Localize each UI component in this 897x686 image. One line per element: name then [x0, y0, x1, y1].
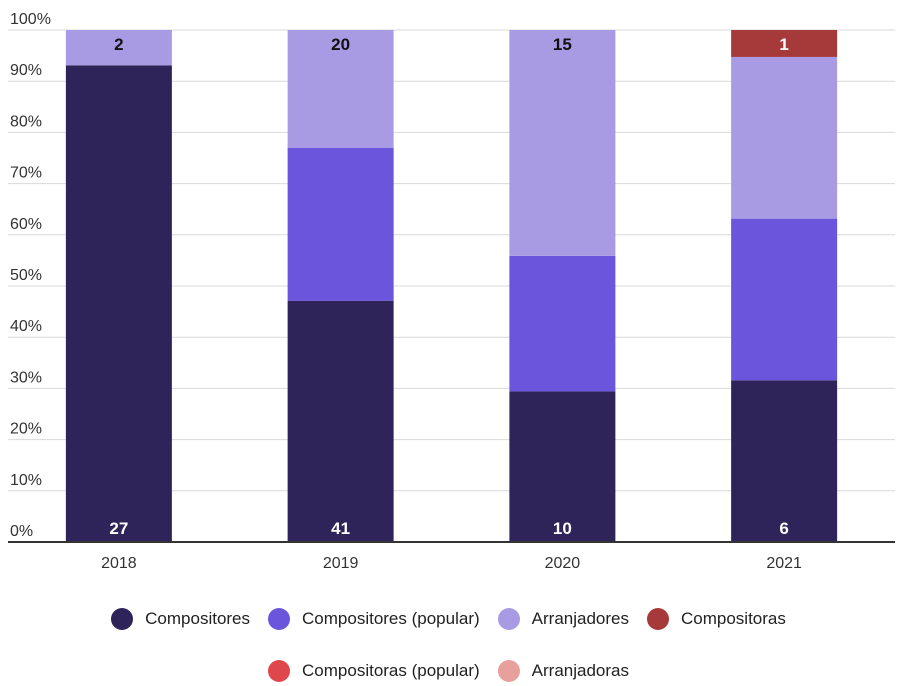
legend-row-2: Compositoras (popular) Arranjadoras — [0, 660, 897, 682]
legend-item-compositores: Compositores — [111, 608, 250, 630]
y-tick-label: 10% — [10, 472, 42, 489]
bar-segment — [509, 391, 616, 542]
data-label: 2 — [114, 35, 123, 54]
bar-segment — [65, 30, 172, 66]
legend-item-arranjadores: Arranjadores — [497, 608, 629, 630]
legend-item-compositoras-popular: Compositoras (popular) — [268, 660, 480, 682]
bar-segment — [731, 30, 838, 57]
data-label: 27 — [109, 519, 128, 538]
legend-swatch — [646, 608, 669, 630]
y-tick-label: 60% — [10, 216, 42, 233]
x-tick-label: 2018 — [101, 555, 137, 572]
legend-label: Compositores (popular) — [302, 609, 480, 628]
legend-swatch — [497, 660, 520, 682]
legend-swatch — [111, 608, 134, 630]
legend-item-arranjadoras: Arranjadoras — [497, 660, 629, 682]
data-label: 1 — [779, 35, 788, 54]
y-tick-label: 30% — [10, 369, 42, 386]
bar-segment — [509, 30, 616, 256]
data-label: 20 — [331, 35, 350, 54]
x-tick-label: 2021 — [766, 555, 802, 572]
data-label: 6 — [779, 519, 788, 538]
y-tick-label: 40% — [10, 318, 42, 335]
y-tick-label: 70% — [10, 165, 42, 182]
bar-segment — [287, 300, 394, 542]
bar-segment — [65, 65, 172, 542]
legend-row-1: Compositores Compositores (popular) Arra… — [0, 608, 897, 630]
legend-swatch — [268, 660, 291, 682]
bar-segment — [731, 380, 838, 542]
legend-label: Compositoras — [680, 609, 786, 628]
bar-segment — [287, 30, 394, 148]
bar-segment — [287, 147, 394, 301]
data-label: 10 — [553, 519, 572, 538]
y-tick-label: 50% — [10, 267, 42, 284]
y-tick-label: 20% — [10, 421, 42, 438]
legend-label: Compositores — [145, 609, 251, 628]
x-tick-label: 2019 — [323, 555, 359, 572]
legend-item-compositoras: Compositoras — [646, 608, 786, 630]
legend-label: Arranjadoras — [531, 661, 629, 680]
legend-swatch — [268, 608, 291, 630]
legend-swatch — [497, 608, 520, 630]
y-tick-label: 90% — [10, 62, 42, 79]
bar-segment — [731, 56, 838, 219]
legend-item-compositores-popular: Compositores (popular) — [268, 608, 480, 630]
bar-segment — [509, 255, 616, 392]
data-label: 15 — [553, 35, 572, 54]
y-tick-label: 100% — [10, 11, 51, 28]
y-tick-label: 0% — [10, 523, 33, 540]
legend-label: Arranjadores — [531, 609, 629, 628]
stacked-bar-chart: 0% 10% 20% 30% 40% 50% 60% 70% 80% 90% 100% 27 2 2018… — [8, 11, 895, 572]
x-tick-label: 2020 — [545, 555, 581, 572]
data-label: 41 — [331, 519, 350, 538]
legend-label: Compositoras (popular) — [302, 661, 480, 680]
y-tick-label: 80% — [10, 113, 42, 130]
bar-segment — [731, 218, 838, 381]
